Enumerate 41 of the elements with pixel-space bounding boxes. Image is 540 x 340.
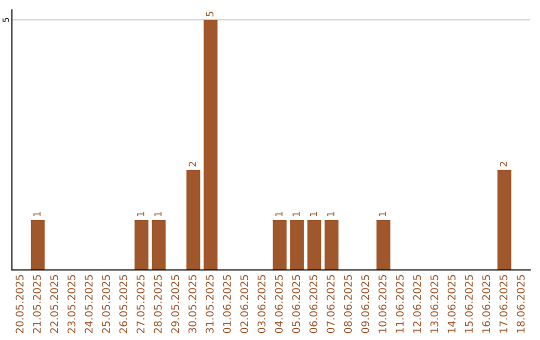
x-tick-label: 15.06.2025	[464, 275, 473, 333]
data-label: 1	[292, 212, 300, 216]
x-tick-label: 26.05.2025	[119, 275, 128, 334]
x-tick-label: 18.06.2025	[516, 275, 525, 333]
data-label: 2	[188, 162, 196, 166]
x-tick-label: 14.06.2025	[448, 275, 456, 333]
data-label: 1	[275, 212, 282, 216]
x-tick-label: 28.05.2025	[154, 275, 162, 334]
data-label: 1	[154, 212, 162, 216]
x-tick-label: 04.06.2025	[274, 275, 283, 334]
x-tick-label: 22.05.2025	[50, 275, 58, 334]
x-tick-label: 17.06.2025	[500, 275, 508, 333]
data-label: 1	[33, 212, 40, 216]
x-tick-label: 16.06.2025	[482, 275, 490, 333]
data-label: 1	[137, 212, 144, 216]
x-tick-label: 09.06.2025	[361, 275, 370, 334]
data-label: 5	[206, 12, 214, 16]
x-tick-label: 02.06.2025	[240, 275, 248, 334]
x-tick-label: 05.06.2025	[292, 275, 300, 334]
data-label: 1	[310, 212, 317, 216]
x-tick-label: 30.05.2025	[188, 275, 196, 333]
data-label: 1	[327, 212, 334, 216]
x-tick-label: 07.06.2025	[326, 275, 335, 334]
x-tick-label: 03.06.2025	[258, 275, 266, 334]
x-tick-label: 11.06.2025	[396, 275, 404, 333]
x-tick-label: 12.06.2025	[413, 275, 421, 333]
x-tick-label: 01.06.2025	[223, 275, 231, 334]
x-tick-label: 24.05.2025	[84, 275, 93, 334]
x-tick-label: 23.05.2025	[68, 275, 76, 334]
x-tick-label: 20.05.2025	[16, 275, 24, 334]
x-tick-label: 06.06.2025	[309, 275, 318, 334]
x-tick-label: 31.05.2025	[206, 275, 214, 333]
x-tick-label: 10.06.2025	[378, 275, 386, 333]
x-tick-label: 25.05.2025	[102, 275, 110, 334]
x-tick-label: 27.05.2025	[136, 275, 144, 334]
data-label: 2	[500, 162, 508, 166]
x-tick-label: 13.06.2025	[430, 275, 438, 333]
x-tick-label: 08.06.2025	[344, 275, 352, 334]
data-label: 1	[378, 212, 386, 216]
x-tick-label: 21.05.2025	[32, 275, 41, 334]
x-tick-label: 29.05.2025	[171, 275, 180, 334]
